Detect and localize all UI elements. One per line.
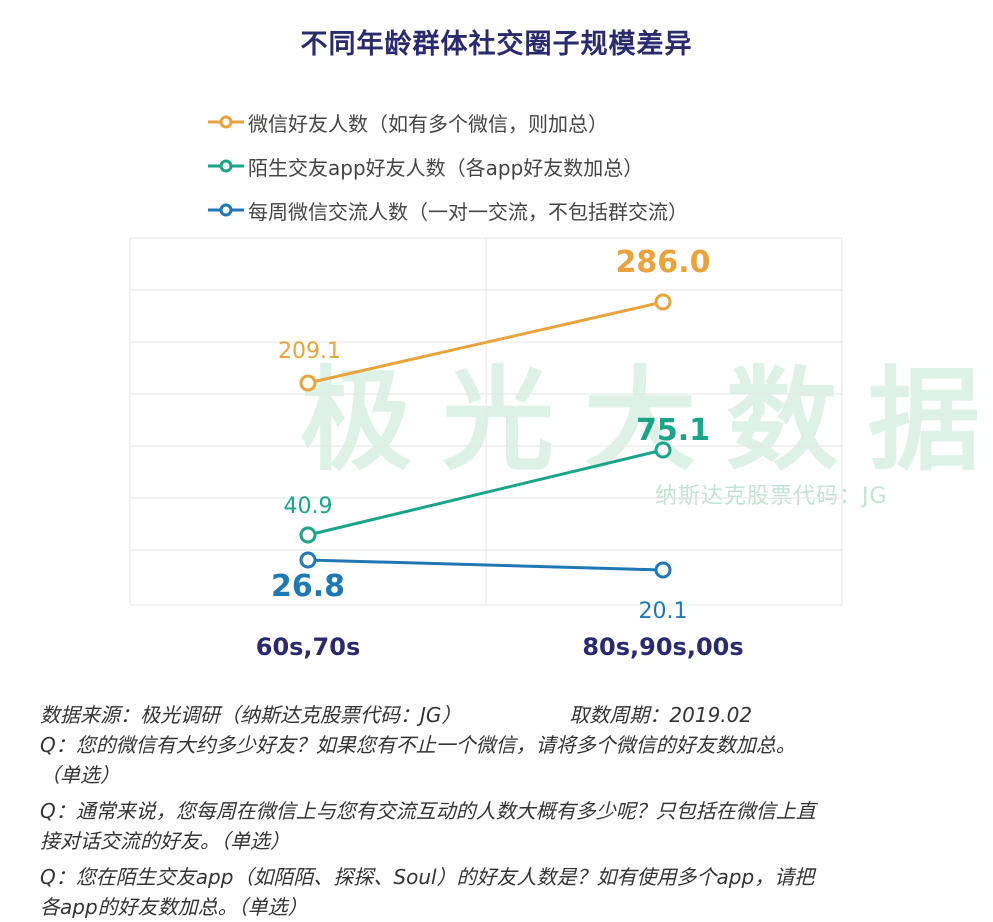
question-3-line-1: Q：您在陌生交友app（如陌陌、探探、Soul）的好友人数是？如有使用多个app… xyxy=(40,865,815,889)
legend-label-weekly-contacts: 每周微信交流人数（一对一交流，不包括群交流） xyxy=(248,199,688,224)
legend-marker-weekly-contacts xyxy=(208,203,244,217)
watermark-brand: 极光大数据 xyxy=(300,356,993,486)
data-label: 286.0 xyxy=(616,245,711,280)
data-point xyxy=(299,526,317,544)
chart-legend: 微信好友人数（如有多个微信，则加总） 陌生交友app好友人数（各app好友数加总… xyxy=(208,100,688,232)
series-line xyxy=(307,300,664,385)
legend-item-app-friends: 陌生交友app好友人数（各app好友数加总） xyxy=(208,144,688,188)
x-tick-label: 60s,70s xyxy=(256,633,360,661)
data-label: 40.9 xyxy=(284,494,333,519)
legend-item-wechat-friends: 微信好友人数（如有多个微信，则加总） xyxy=(208,100,688,144)
question-2-line-1: Q：通常来说，您每周在微信上与您有交流互动的人数大概有多少呢？只包括在微信上直 xyxy=(40,799,816,823)
question-2-line-2: 接对话交流的好友。（单选） xyxy=(40,829,290,853)
data-label: 75.1 xyxy=(636,413,710,448)
data-point xyxy=(654,561,672,579)
question-1-line-2: （单选） xyxy=(40,763,120,787)
line-chart: 60s,70s 80s,90s,00s 209.1 286.0 40.9 75.1 26.8… xyxy=(129,237,843,661)
x-tick-label: 80s,90s,00s xyxy=(582,633,743,661)
series-line xyxy=(307,448,664,537)
legend-marker-app-friends xyxy=(208,159,244,173)
data-point xyxy=(654,293,672,311)
source-row: 数据来源：极光调研（纳斯达克股票代码：JG） 取数周期：2019.02 xyxy=(40,700,970,730)
data-point xyxy=(654,441,672,459)
data-label: 20.1 xyxy=(639,599,688,624)
question-1-line-1: Q：您的微信有大约多少好友？如果您有不止一个微信，请将多个微信的好友数加总。 xyxy=(40,733,796,757)
legend-label-wechat-friends: 微信好友人数（如有多个微信，则加总） xyxy=(248,111,608,136)
legend-item-weekly-contacts: 每周微信交流人数（一对一交流，不包括群交流） xyxy=(208,188,688,232)
footer-notes: 数据来源：极光调研（纳斯达克股票代码：JG） 取数周期：2019.02 Q：您的… xyxy=(40,700,970,922)
question-3-line-2: 各app的好友数加总。（单选） xyxy=(40,895,308,919)
legend-label-app-friends: 陌生交友app好友人数（各app好友数加总） xyxy=(248,155,644,180)
legend-marker-wechat-friends xyxy=(208,115,244,129)
series-line xyxy=(307,558,664,572)
watermark-subtitle: 纳斯达克股票代码：JG xyxy=(655,484,888,509)
data-point xyxy=(299,374,317,392)
period-text: 取数周期：2019.02 xyxy=(569,703,753,727)
data-point xyxy=(299,551,317,569)
data-label: 26.8 xyxy=(271,569,345,604)
chart-title: 不同年龄群体社交圈子规模差异 xyxy=(300,29,693,60)
source-text: 数据来源：极光调研（纳斯达克股票代码：JG） xyxy=(40,703,462,727)
data-label: 209.1 xyxy=(278,339,341,364)
